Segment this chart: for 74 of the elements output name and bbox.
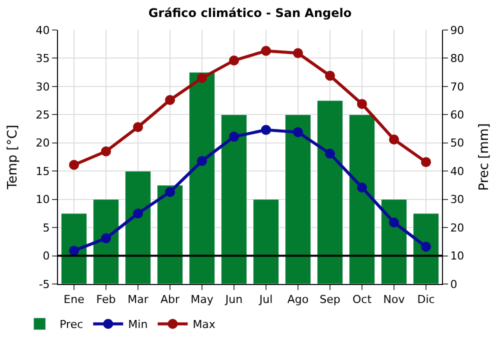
point <box>101 233 111 244</box>
point <box>293 48 303 58</box>
point <box>261 124 271 135</box>
y-tick-label: 35 <box>36 52 50 66</box>
point <box>421 242 431 252</box>
x-tick-label: Mar <box>128 293 149 306</box>
y2-tick-label: 20 <box>450 221 464 234</box>
y2-tick-label: 60 <box>450 108 464 122</box>
bar <box>412 213 440 284</box>
y2-tick-label: 90 <box>450 24 464 37</box>
bar <box>188 72 216 284</box>
bar <box>156 184 184 284</box>
bar <box>284 114 312 284</box>
x-tick-label: Jun <box>224 293 243 306</box>
point <box>165 187 175 197</box>
legend-label: Max <box>192 318 216 332</box>
y2-axis-title: Prec [mm] <box>476 123 492 191</box>
point <box>293 127 303 138</box>
point <box>261 46 271 56</box>
bar <box>60 213 88 284</box>
x-tick-label: Feb <box>96 293 116 306</box>
y2-tick-label: 70 <box>450 80 464 94</box>
y-tick-label: 15 <box>36 164 50 178</box>
point <box>101 146 111 156</box>
y-tick-label: 0 <box>42 250 50 263</box>
point <box>325 148 335 159</box>
y2-tick-label: 50 <box>450 136 464 150</box>
point <box>421 157 431 168</box>
y-tick-label: 25 <box>36 108 50 122</box>
point <box>69 160 79 170</box>
y-tick-label: 30 <box>36 80 50 94</box>
y2-tick-label: 30 <box>450 193 464 206</box>
x-tick-label: May <box>190 293 214 306</box>
y2-tick-label: 40 <box>450 164 464 178</box>
bar <box>124 170 152 284</box>
x-tick-label: Ene <box>64 293 85 306</box>
y2-tick-label: 10 <box>450 250 464 263</box>
legend-label: Min <box>128 318 148 332</box>
y-tick-label: 10 <box>36 193 50 206</box>
x-tick-label: Jul <box>258 293 273 306</box>
bar <box>316 100 344 284</box>
point <box>165 94 175 105</box>
y-axis-title: Temp [°C] <box>6 124 21 190</box>
bar <box>380 199 408 284</box>
x-tick-label: Abr <box>160 293 180 306</box>
x-tick-label: Dic <box>417 293 435 306</box>
point <box>229 55 239 66</box>
y-tick-label: 20 <box>36 136 50 150</box>
x-tick-label: Ago <box>287 293 309 306</box>
point <box>197 156 207 166</box>
point <box>133 122 143 132</box>
x-tick-label: Sep <box>320 293 340 306</box>
x-tick-label: Oct <box>352 293 372 306</box>
point <box>229 132 239 142</box>
point <box>357 98 367 109</box>
y2-tick-label: 0 <box>450 278 458 291</box>
bar <box>252 199 280 284</box>
point <box>133 208 143 218</box>
y2-tick-label: 80 <box>450 52 464 66</box>
y-tick-label: -5 <box>38 278 50 291</box>
x-tick-label: Nov <box>383 293 406 306</box>
point <box>69 246 79 256</box>
point <box>389 134 399 144</box>
point <box>325 70 335 81</box>
chart-title: Gráfico climático - San Angelo <box>148 6 352 20</box>
point <box>197 72 207 83</box>
bar <box>348 114 376 284</box>
bar <box>220 114 248 284</box>
point <box>389 217 399 228</box>
bar <box>92 199 120 284</box>
legend-label: Prec <box>60 318 84 332</box>
y-tick-label: 5 <box>42 221 50 234</box>
y-tick-label: 40 <box>36 24 50 37</box>
point <box>357 182 367 192</box>
